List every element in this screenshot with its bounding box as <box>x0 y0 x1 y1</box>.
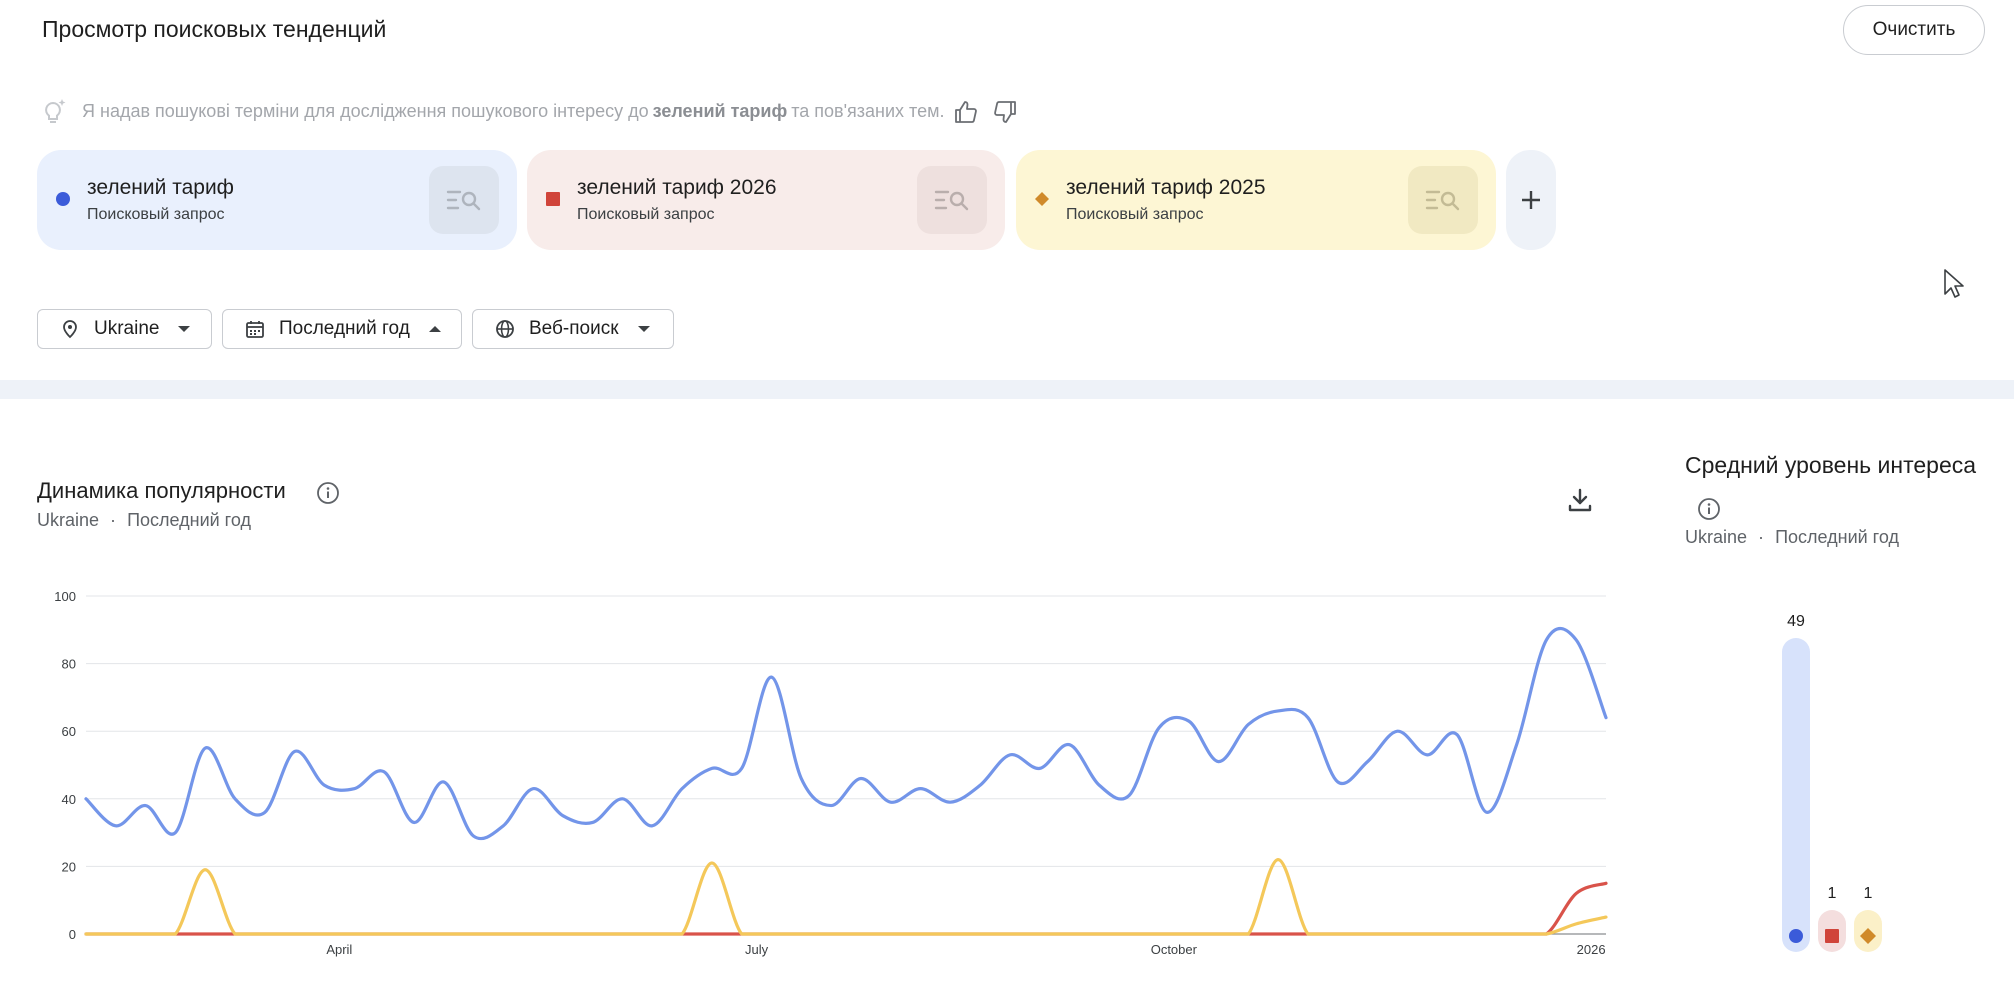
y-tick-label: 100 <box>54 589 76 604</box>
caret-up-icon <box>428 326 441 332</box>
globe-icon <box>496 320 514 338</box>
explore-term-button[interactable] <box>917 166 987 234</box>
square-marker-icon <box>1825 929 1839 943</box>
y-tick-label: 20 <box>62 859 76 874</box>
term-type: Поисковый запрос <box>577 206 715 223</box>
average-subtitle: Ukraine · Последний год <box>1685 527 1899 548</box>
term-card-1[interactable]: зелений тариф Поисковый запрос <box>37 150 517 250</box>
term-name: зелений тариф 2026 <box>577 176 777 199</box>
diamond-marker-icon <box>1860 928 1876 944</box>
series-line-1[interactable] <box>84 626 1608 841</box>
term-type: Поисковый запрос <box>87 206 225 223</box>
thumbs-up-icon[interactable] <box>952 98 980 126</box>
plus-icon <box>1522 191 1540 209</box>
lightbulb-sparkle-icon <box>45 99 66 123</box>
hint-term: зелений тариф <box>652 100 788 121</box>
thumbs-down-icon[interactable] <box>991 98 1019 126</box>
property-filter-label: Веб-поиск <box>529 318 619 339</box>
circle-marker-icon <box>56 192 70 206</box>
average-region: Ukraine <box>1685 527 1748 547</box>
region-filter[interactable]: Ukraine <box>37 309 212 349</box>
mouse-cursor-icon <box>1944 269 1964 298</box>
search-list-icon <box>446 190 481 211</box>
series-line-2[interactable] <box>84 881 1608 936</box>
term-card-3[interactable]: зелений тариф 2025 Поисковый запрос <box>1016 150 1496 250</box>
average-value-label: 1 <box>1828 885 1837 902</box>
hint-text-before: Я надав пошукові терміни для дослідження… <box>82 100 649 121</box>
search-list-icon <box>934 190 969 211</box>
diamond-marker-icon <box>1035 192 1049 206</box>
caret-down-icon <box>178 326 191 332</box>
square-marker-icon <box>546 192 560 206</box>
term-name: зелений тариф 2025 <box>1066 176 1266 199</box>
x-tick-label: July <box>745 942 769 957</box>
period-filter[interactable]: Последний год <box>222 309 462 349</box>
y-tick-label: 80 <box>62 657 76 672</box>
ai-hint: Я надав пошукові терміни для дослідження… <box>38 96 944 126</box>
average-bar-1[interactable] <box>1782 638 1810 952</box>
search-list-icon <box>1425 190 1460 211</box>
region-filter-label: Ukraine <box>94 318 160 339</box>
trend-title: Динамика популярности <box>37 478 286 503</box>
circle-marker-icon <box>1789 929 1803 943</box>
average-value-label: 1 <box>1864 885 1873 902</box>
trend-period: Последний год <box>127 510 251 530</box>
x-tick-label: 2026 <box>1577 942 1606 957</box>
section-divider <box>0 380 2014 399</box>
x-tick-label: October <box>1151 942 1198 957</box>
y-tick-label: 60 <box>62 724 76 739</box>
location-pin-icon <box>63 320 77 339</box>
x-tick-label: April <box>326 942 352 957</box>
period-filter-label: Последний год <box>279 318 410 339</box>
explore-term-button[interactable] <box>429 166 499 234</box>
download-icon[interactable] <box>1566 486 1594 514</box>
trend-subtitle: Ukraine · Последний год <box>37 510 251 531</box>
caret-down-icon <box>637 326 650 332</box>
series-line-3[interactable] <box>84 858 1608 936</box>
clear-button[interactable]: Очистить <box>1843 5 1985 55</box>
info-icon[interactable] <box>1697 497 1721 521</box>
info-icon[interactable] <box>316 481 340 505</box>
average-period: Последний год <box>1775 527 1899 547</box>
average-interest-bars: 49 1 1 <box>1782 613 1882 952</box>
trend-region: Ukraine <box>37 510 100 530</box>
trend-line-chart: 0 20 40 60 80 100 April July October 2026 <box>54 589 1608 957</box>
term-type: Поисковый запрос <box>1066 206 1204 223</box>
hint-text-after: та пов'язаних тем. <box>791 100 945 121</box>
average-value-label: 49 <box>1787 613 1805 630</box>
page-title: Просмотр поисковых тенденций <box>42 16 387 42</box>
property-filter[interactable]: Веб-поиск <box>472 309 674 349</box>
y-tick-label: 40 <box>62 792 76 807</box>
calendar-icon <box>246 321 264 338</box>
average-separator: · <box>1758 527 1765 547</box>
average-title: Средний уровень интереса <box>1685 452 1977 478</box>
term-card-2[interactable]: зелений тариф 2026 Поисковый запрос <box>527 150 1005 250</box>
term-name: зелений тариф <box>87 176 234 199</box>
add-term-button[interactable] <box>1506 150 1556 250</box>
trend-separator: · <box>110 510 117 530</box>
y-tick-label: 0 <box>69 927 76 942</box>
explore-term-button[interactable] <box>1408 166 1478 234</box>
